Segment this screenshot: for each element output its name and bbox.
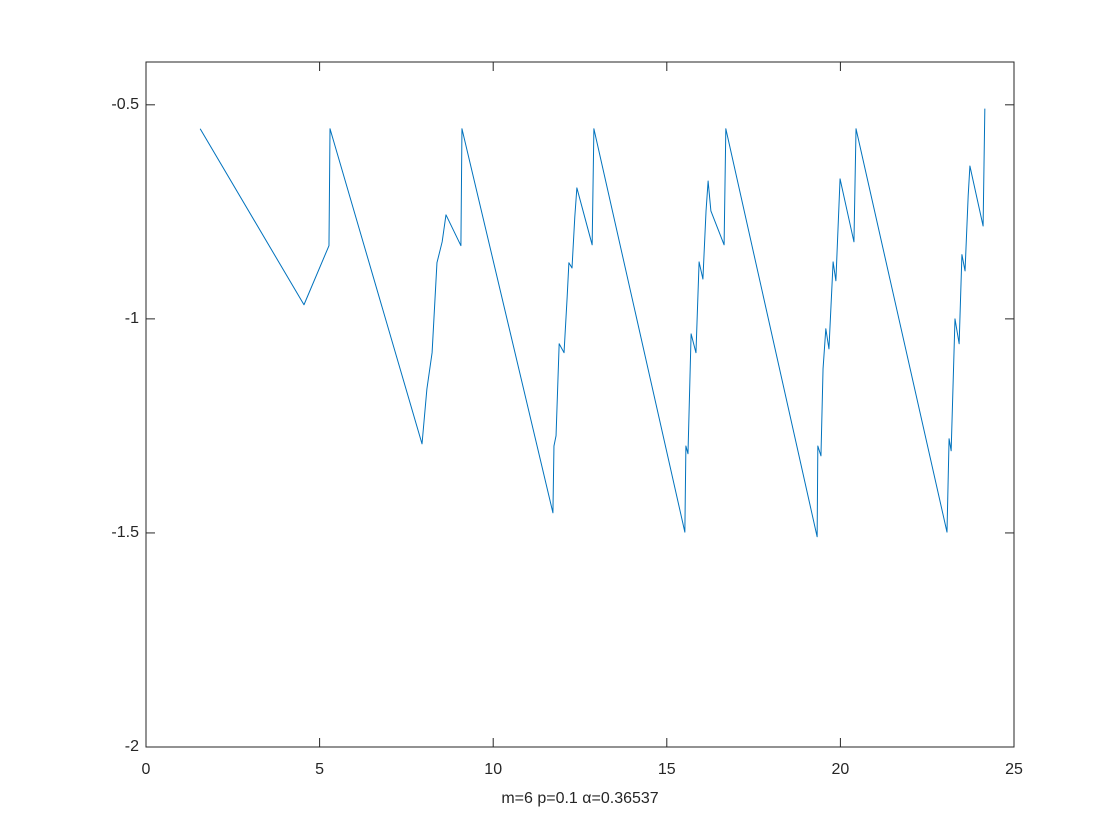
- x-tick-label: 0: [142, 761, 151, 778]
- y-tick-label: -0.5: [111, 96, 139, 113]
- x-axis-label: m=6 p=0.1 α=0.36537: [501, 790, 658, 807]
- x-tick-label: 15: [658, 761, 676, 778]
- y-tick-label: -1.5: [111, 524, 139, 541]
- x-tick-label: 10: [484, 761, 502, 778]
- x-tick-label: 25: [1005, 761, 1023, 778]
- x-tick-label: 5: [315, 761, 324, 778]
- plot-frame: [145, 61, 1015, 748]
- data-line: [199, 108, 986, 538]
- y-tick-label: -1: [125, 310, 139, 327]
- y-tick-label: -2: [125, 738, 139, 755]
- x-tick-label: 20: [832, 761, 850, 778]
